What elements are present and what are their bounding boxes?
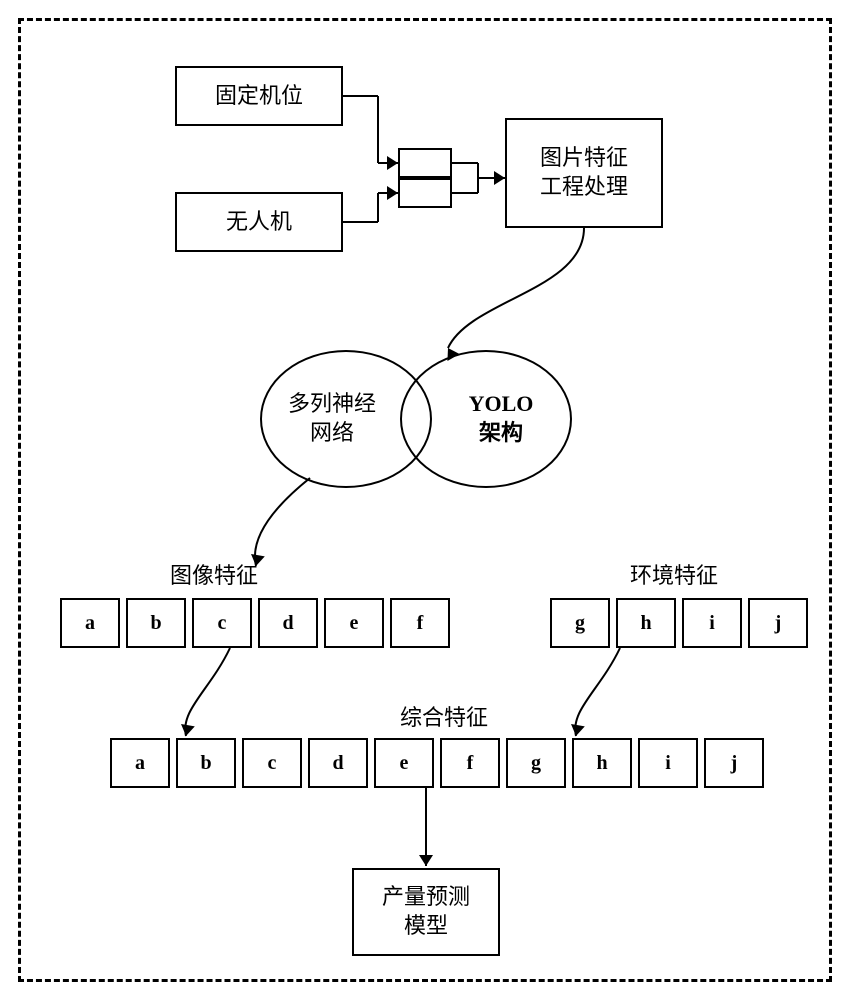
label-combined-features: 综合特征 xyxy=(400,700,488,732)
label: 产量预测模型 xyxy=(382,883,470,940)
feature-cell: b xyxy=(126,598,186,648)
label: 多列神经网络 xyxy=(288,390,376,447)
label: YOLO架构 xyxy=(469,390,534,447)
feature-cell: d xyxy=(258,598,318,648)
label: 图片特征工程处理 xyxy=(540,144,628,201)
feature-cell: f xyxy=(440,738,500,788)
label-image-features: 图像特征 xyxy=(170,558,258,590)
node-fixed-camera: 固定机位 xyxy=(175,66,343,126)
feature-cell: g xyxy=(550,598,610,648)
feature-cell: d xyxy=(308,738,368,788)
node-feature-engineering: 图片特征工程处理 xyxy=(505,118,663,228)
node-mcnn: 多列神经网络 xyxy=(260,350,432,488)
feature-cell: f xyxy=(390,598,450,648)
feature-cell: j xyxy=(748,598,808,648)
feature-cell: j xyxy=(704,738,764,788)
feature-cell: c xyxy=(242,738,302,788)
feature-cell: h xyxy=(572,738,632,788)
label: 固定机位 xyxy=(215,82,303,111)
feature-cell: i xyxy=(682,598,742,648)
label-env-features: 环境特征 xyxy=(630,558,718,590)
feature-cell: e xyxy=(374,738,434,788)
feature-cell: b xyxy=(176,738,236,788)
feature-cell: h xyxy=(616,598,676,648)
feature-cell: a xyxy=(110,738,170,788)
feature-cell: i xyxy=(638,738,698,788)
label: 无人机 xyxy=(226,208,292,237)
feature-cell: e xyxy=(324,598,384,648)
feature-cell: c xyxy=(192,598,252,648)
node-yield-model: 产量预测模型 xyxy=(352,868,500,956)
feature-cell: g xyxy=(506,738,566,788)
feature-cell: a xyxy=(60,598,120,648)
node-merge-bot xyxy=(398,178,452,208)
node-drone: 无人机 xyxy=(175,192,343,252)
node-merge-top xyxy=(398,148,452,178)
